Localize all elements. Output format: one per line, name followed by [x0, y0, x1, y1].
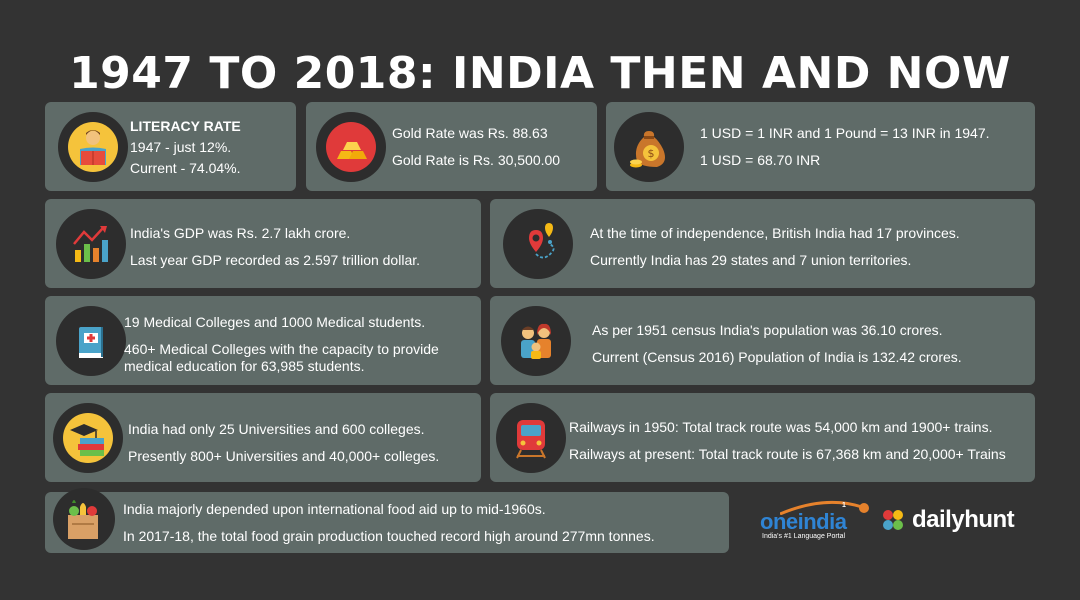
- universities-then: India had only 25 Universities and 600 c…: [128, 421, 425, 437]
- reader-icon: [58, 112, 128, 182]
- railways-card: Railways in 1950: Total track route was …: [490, 393, 1035, 482]
- literacy-then: 1947 - just 12%.: [130, 138, 232, 155]
- dailyhunt-mark-icon: [883, 510, 903, 530]
- dailyhunt-wordmark: dailyhunt: [912, 506, 1015, 533]
- provinces-then: At the time of independence, British Ind…: [590, 225, 960, 241]
- gold-now: Gold Rate is Rs. 30,500.00: [392, 151, 561, 168]
- literacy-now: Current - 74.04%.: [130, 159, 241, 176]
- family-icon: [501, 306, 571, 376]
- population-card: As per 1951 census India's population wa…: [490, 296, 1035, 385]
- provinces-card: At the time of independence, British Ind…: [490, 199, 1035, 288]
- currency-now: 1 USD = 68.70 INR: [700, 151, 821, 168]
- literacy-heading: LITERACY RATE: [130, 118, 241, 134]
- medical-book-icon: [56, 306, 126, 376]
- dailyhunt-logo: dailyhunt: [880, 506, 1015, 534]
- railways-then: Railways in 1950: Total track route was …: [569, 419, 993, 435]
- map-pins-icon: [503, 209, 573, 279]
- universities-card: India had only 25 Universities and 600 c…: [45, 393, 481, 482]
- train-icon: [496, 403, 566, 473]
- svg-text:$: $: [648, 147, 655, 160]
- medical-now: 460+ Medical Colleges with the capacity …: [124, 340, 439, 374]
- gdp-now: Last year GDP recorded as 2.597 trillion…: [130, 251, 421, 268]
- graduation-icon: [53, 403, 123, 473]
- food-now: In 2017-18, the total food grain product…: [123, 527, 655, 544]
- oneindia-badge: 1: [842, 502, 846, 509]
- universities-now: Presently 800+ Universities and 40,000+ …: [128, 447, 440, 464]
- food-then: India majorly depended upon internationa…: [123, 501, 546, 517]
- literacy-card: LITERACY RATE 1947 - just 12%. Current -…: [45, 102, 296, 191]
- gdp-card: India's GDP was Rs. 2.7 lakh crore. Last…: [45, 199, 481, 288]
- railways-now: Railways at present: Total track route i…: [569, 445, 1006, 462]
- gold-card: Gold Rate was Rs. 88.63 Gold Rate is Rs.…: [306, 102, 597, 191]
- population-then: As per 1951 census India's population wa…: [592, 322, 943, 338]
- gold-bars-icon: [316, 112, 386, 182]
- oneindia-logo: 1 oneindia India's #1 Language Portal: [760, 500, 870, 545]
- medical-card: 19 Medical Colleges and 1000 Medical stu…: [45, 296, 481, 385]
- oneindia-wordmark: oneindia: [760, 509, 847, 534]
- oneindia-tagline: India's #1 Language Portal: [762, 533, 846, 540]
- gdp-then: India's GDP was Rs. 2.7 lakh crore.: [130, 225, 351, 241]
- provinces-now: Currently India has 29 states and 7 unio…: [590, 251, 912, 268]
- growth-chart-icon: [56, 209, 126, 279]
- food-card: India majorly depended upon internationa…: [45, 488, 729, 553]
- grocery-bag-icon: [53, 488, 115, 550]
- gold-then: Gold Rate was Rs. 88.63: [392, 125, 548, 141]
- money-bag-icon: $: [614, 112, 684, 182]
- currency-then: 1 USD = 1 INR and 1 Pound = 13 INR in 19…: [700, 125, 990, 141]
- page-title: 1947 TO 2018: INDIA THEN AND NOW: [69, 48, 1011, 99]
- population-now: Current (Census 2016) Population of Indi…: [592, 348, 962, 365]
- currency-card: $ 1 USD = 1 INR and 1 Pound = 13 INR in …: [606, 102, 1035, 191]
- medical-then: 19 Medical Colleges and 1000 Medical stu…: [124, 314, 426, 330]
